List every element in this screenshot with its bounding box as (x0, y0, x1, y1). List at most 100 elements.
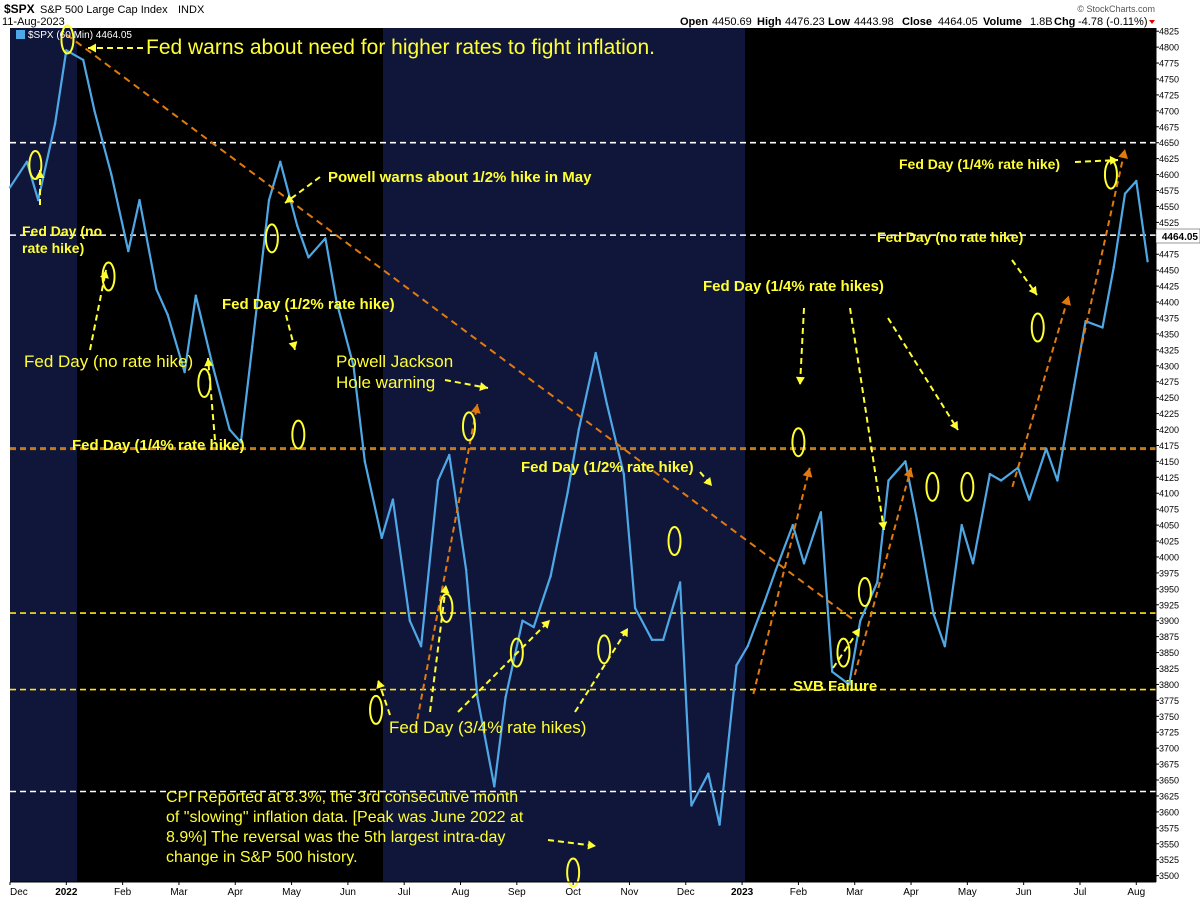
x-tick-label: Sep (508, 887, 526, 898)
annotation-fed-half-1: Fed Day (1/2% rate hike) (222, 296, 395, 313)
price-point (707, 772, 710, 775)
event-marker-ellipse (791, 427, 806, 458)
pointer-line (89, 269, 107, 351)
y-tick-label: 3700 (1159, 744, 1179, 754)
legend-label: $SPX (60 Min) 4464.05 (28, 30, 132, 41)
price-point (988, 472, 992, 476)
orange-arrowhead-icon (470, 404, 481, 414)
annotation-pointer-layer (35, 43, 1119, 850)
y-tick-label: 4825 (1159, 27, 1179, 37)
price-point (36, 198, 40, 202)
pointer-arrowhead-icon (619, 628, 628, 638)
annotation-powell-may: Powell warns about 1/2% hike in May (328, 169, 592, 186)
x-tick-label: Mar (846, 887, 864, 898)
price-point (1146, 260, 1149, 263)
y-tick-label: 4525 (1159, 218, 1179, 228)
annotation-cpi-line2: of "slowing" inflation data. [Peak was J… (166, 809, 524, 826)
price-point (1073, 383, 1076, 387)
y-tick-label: 4175 (1159, 441, 1179, 451)
price-point (363, 460, 366, 463)
price-point (549, 574, 552, 578)
y-tick-label: 3850 (1159, 648, 1179, 658)
y-tick-label: 3900 (1159, 616, 1179, 626)
header-date: 11-Aug-2023 (2, 16, 65, 28)
y-tick-label: 4075 (1159, 505, 1179, 515)
y-tick-label: 3975 (1159, 568, 1179, 578)
price-point (504, 695, 507, 699)
price-point (904, 460, 907, 463)
price-point (735, 664, 738, 667)
price-point (943, 644, 947, 648)
event-marker-ellipse (566, 857, 581, 888)
y-tick-label: 3600 (1159, 807, 1179, 817)
price-point (915, 517, 918, 520)
last-value-tag-box (1155, 228, 1200, 244)
price-point (633, 606, 637, 610)
price-point (279, 160, 282, 164)
price-point (127, 249, 130, 253)
shade-band-2021 (10, 28, 77, 882)
y-tick-label: 4725 (1159, 90, 1179, 100)
y-tick-label: 3650 (1159, 776, 1179, 786)
price-point (1112, 265, 1115, 269)
pointer-line (887, 317, 959, 431)
pointer-arrowhead-icon (795, 376, 805, 385)
price-point (847, 683, 851, 686)
close-value: 4464.05 (938, 16, 978, 28)
y-tick-label: 4425 (1159, 282, 1179, 292)
price-point (1101, 326, 1104, 329)
y-tick-label: 4375 (1159, 313, 1179, 323)
event-marker-ellipse (597, 634, 612, 665)
pointer-line (574, 627, 629, 713)
price-point (819, 511, 823, 514)
price-point (1028, 498, 1031, 501)
price-point (577, 428, 580, 431)
annotation-fed-quarter-2022: Fed Day (1/4% rate hike) (72, 437, 245, 454)
price-point (324, 237, 327, 240)
last-value-tag: 4464.05 (1162, 232, 1199, 243)
price-point (82, 58, 85, 62)
pointer-arrowhead-icon (878, 521, 888, 530)
x-tick-label: Oct (565, 887, 581, 898)
price-point (960, 523, 963, 527)
y-tick-label: 4775 (1159, 59, 1179, 69)
y-tick-label: 4150 (1159, 457, 1179, 467)
price-point (802, 562, 806, 565)
pointer-arrowhead-icon (587, 840, 596, 850)
event-marker-ellipse (60, 24, 75, 55)
x-tick-label: Apr (227, 887, 243, 898)
price-point (718, 823, 721, 826)
down-triangle-icon (1149, 20, 1155, 24)
price-point (436, 479, 440, 482)
annotation-jackson-line1: Powell Jackson (336, 352, 453, 371)
price-point (493, 785, 496, 788)
pointer-line (429, 584, 447, 713)
orange-arrowhead-icon (1118, 149, 1128, 159)
price-point (859, 619, 862, 622)
pointer-line (457, 619, 551, 713)
price-point (1056, 479, 1059, 482)
price-point (335, 300, 338, 304)
event-marker-ellipse (291, 419, 306, 450)
orange-arrowhead-icon (1061, 295, 1071, 306)
annotation-fed-warns: Fed warns about need for higher rates to… (146, 36, 655, 59)
price-point (1044, 447, 1048, 450)
downtrend-line (65, 33, 856, 622)
pointer-arrowhead-icon (100, 270, 109, 279)
price-point (971, 562, 975, 565)
x-tick-label: Apr (903, 887, 919, 898)
y-tick-label: 4225 (1159, 409, 1179, 419)
x-tick-label: Feb (790, 887, 808, 898)
event-marker-ellipse (925, 471, 940, 502)
y-tick-label: 4000 (1159, 552, 1179, 562)
pointer-line (832, 627, 861, 669)
pointer-line (547, 839, 597, 847)
orange-arrow-line (1011, 295, 1070, 488)
annotation-fed-no-hike-2: Fed Day (no rate hike) (24, 352, 193, 371)
high-value: 4476.23 (785, 16, 825, 28)
y-tick-label: 4275 (1159, 377, 1179, 387)
price-point (999, 479, 1003, 482)
event-marker-ellipse (857, 577, 872, 608)
price-point (183, 370, 186, 374)
